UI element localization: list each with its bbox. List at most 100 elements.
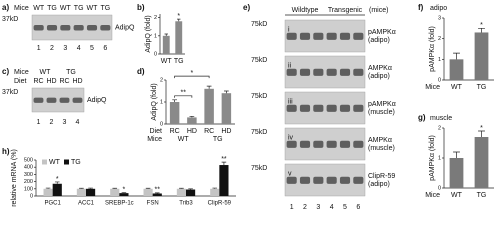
panel-label: d) [137, 67, 145, 76]
comparison-bracket [174, 95, 193, 98]
header-label: TG [74, 5, 84, 12]
panel-label: h) [2, 147, 10, 156]
legend-label: TG [71, 159, 81, 166]
error-bar [121, 192, 127, 194]
y-tick-label: 0 [438, 77, 441, 83]
bar [219, 165, 229, 196]
bar [52, 183, 62, 196]
blot-band [313, 140, 324, 148]
lane-number: 6 [356, 204, 360, 211]
blot-band [326, 68, 337, 76]
panel-title: adipo [430, 5, 447, 12]
panel-label: a) [2, 3, 9, 12]
blot-band [339, 68, 351, 76]
y-axis-title: AdipQ (fold) [145, 15, 152, 52]
blot-band [339, 140, 351, 148]
blot-panel [284, 55, 366, 89]
size-marker: 75kD [251, 57, 267, 64]
y-tick-label: 2 [438, 125, 441, 131]
blot-band [286, 140, 297, 148]
row-index: iv [288, 134, 294, 141]
blot-band [326, 140, 337, 148]
bar [162, 35, 170, 54]
lane-number: 5 [90, 45, 94, 52]
blot-band [339, 104, 351, 112]
lane-number: 4 [330, 204, 334, 211]
size-marker: 75kD [251, 165, 267, 172]
error-bar [478, 130, 485, 137]
row-name: (muscle) [368, 109, 395, 116]
blot-band [286, 104, 297, 112]
error-bar [54, 181, 60, 184]
header-label: HD [46, 78, 56, 85]
lane-number: 4 [76, 119, 80, 126]
row-name: AdipQ [87, 97, 107, 104]
row-name: AdipQ [115, 24, 135, 31]
blot-band [313, 68, 324, 76]
error-bar [478, 27, 485, 33]
lane-number: 4 [77, 45, 81, 52]
row-name: (adipo) [368, 181, 390, 188]
row-index: iii [288, 98, 293, 105]
bar [187, 117, 197, 124]
blot-band [313, 176, 324, 184]
row-name: pAMPKα [368, 29, 396, 36]
error-bar [179, 187, 184, 189]
y-tick-label: 500 [24, 157, 33, 163]
blot-band [313, 104, 324, 112]
blot-band [60, 25, 71, 31]
lane-number: 6 [103, 45, 107, 52]
x-tick-label: RC [204, 128, 214, 135]
significance: * [480, 125, 483, 132]
row-name: Mice [425, 192, 440, 199]
y-tick-label: 0 [160, 121, 163, 127]
y-tick-label: 1 [438, 57, 441, 63]
y-tick-label: 3 [438, 15, 441, 21]
error-bar [221, 161, 227, 166]
group-label: Transgenic [328, 7, 363, 14]
y-tick-label: 100 [24, 186, 33, 192]
x-tick-label: WT [451, 192, 463, 199]
axis [35, 160, 236, 197]
bar [210, 188, 220, 196]
blot-band [353, 176, 364, 184]
significance: ** [155, 187, 161, 194]
panel-label: e) [243, 3, 250, 12]
row-index: v [288, 170, 292, 177]
blot-band [299, 140, 311, 148]
blot-band [326, 104, 337, 112]
row-name: (adipo) [368, 37, 390, 44]
blot-band [59, 97, 70, 103]
blot-panel [284, 19, 366, 53]
error-bar [224, 90, 229, 94]
blot-band [339, 32, 351, 40]
bar [43, 188, 53, 196]
significance: * [123, 186, 126, 193]
bar [449, 158, 464, 188]
group-note: (mice) [369, 7, 388, 14]
y-tick-label: 200 [24, 179, 33, 185]
blot-band [286, 176, 297, 184]
bar [86, 188, 96, 196]
x-tick-label: TG [477, 192, 487, 199]
x-tick-label: HD [187, 128, 197, 135]
size-marker: 37kD [2, 89, 18, 96]
error-bar [145, 187, 151, 189]
blot-band [353, 68, 364, 76]
error-bar [45, 187, 51, 189]
x-tick-label: WT [161, 58, 173, 65]
error-bar [188, 188, 193, 190]
row-index: ii [288, 62, 292, 69]
blot-band [286, 68, 297, 76]
panel-label: c) [2, 67, 9, 76]
row-name: AMPKα [368, 137, 392, 144]
legend-swatch [42, 159, 47, 165]
row-name: AMPKα [368, 65, 392, 72]
bar [76, 188, 86, 196]
x-tick-label: PGC1 [44, 201, 61, 207]
header-row-name: Mice [14, 69, 29, 76]
bar [143, 188, 153, 196]
bar [186, 189, 196, 196]
bar [152, 193, 162, 196]
